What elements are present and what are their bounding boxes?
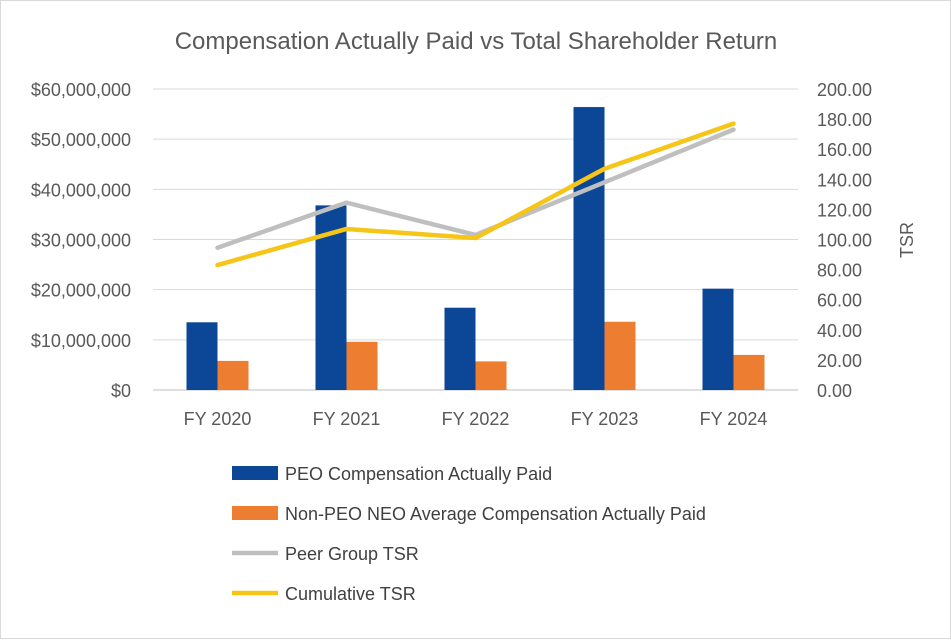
left-tick-label: $20,000,000 (31, 281, 131, 301)
right-tick-label: 80.00 (817, 261, 862, 281)
right-tick-label: 100.00 (817, 231, 872, 251)
left-tick-label: $40,000,000 (31, 180, 131, 200)
legend-label: Peer Group TSR (285, 544, 419, 564)
line-cumulative-tsr (215, 121, 736, 268)
bar-non-peo-neo-average-compensation-actually-paid (217, 360, 249, 390)
legend-swatch (232, 466, 278, 480)
x-tick-label: FY 2020 (184, 409, 252, 429)
legend: PEO Compensation Actually Paid Non-PEO NE… (232, 464, 706, 604)
left-tick-label: $60,000,000 (31, 80, 131, 100)
legend-swatch (232, 506, 278, 520)
right-tick-label: 60.00 (817, 291, 862, 311)
bar-non-peo-neo-average-compensation-actually-paid (604, 321, 636, 390)
right-tick-label: 160.00 (817, 140, 872, 160)
legend-label: Cumulative TSR (285, 584, 416, 604)
bar-peo-compensation-actually-paid (573, 107, 605, 390)
bar-peo-compensation-actually-paid (444, 307, 476, 390)
chart-title: Compensation Actually Paid vs Total Shar… (175, 28, 778, 55)
legend-label: PEO Compensation Actually Paid (285, 464, 552, 484)
line-peer-group-tsr (215, 127, 736, 251)
left-tick-label: $10,000,000 (31, 331, 131, 351)
bar-peo-compensation-actually-paid (702, 288, 734, 390)
left-axis: $0 $10,000,000 $20,000,000 $30,000,000 $40,0… (31, 80, 131, 401)
right-tick-label: 40.00 (817, 321, 862, 341)
x-tick-label: FY 2021 (313, 409, 381, 429)
right-tick-label: 0.00 (817, 381, 852, 401)
x-tick-label: FY 2022 (442, 409, 510, 429)
right-axis: 0.00 20.00 40.00 60.00 80.00 100.00 120.00 140.… (817, 80, 872, 401)
right-tick-label: 140.00 (817, 170, 872, 190)
right-tick-label: 180.00 (817, 110, 872, 130)
left-tick-label: $0 (111, 381, 131, 401)
bar-non-peo-neo-average-compensation-actually-paid (475, 361, 507, 390)
lines (215, 121, 736, 268)
bar-non-peo-neo-average-compensation-actually-paid (346, 341, 378, 390)
x-tick-label: FY 2024 (700, 409, 768, 429)
left-tick-label: $50,000,000 (31, 130, 131, 150)
x-tick-label: FY 2023 (571, 409, 639, 429)
right-tick-label: 20.00 (817, 351, 862, 371)
gridlines (153, 88, 798, 391)
bar-non-peo-neo-average-compensation-actually-paid (733, 354, 765, 390)
right-axis-title: TSR (897, 222, 917, 258)
bar-peo-compensation-actually-paid (186, 322, 218, 390)
left-tick-label: $30,000,000 (31, 231, 131, 251)
x-axis: FY 2020 FY 2021 FY 2022 FY 2023 FY 2024 (184, 409, 768, 429)
right-tick-label: 120.00 (817, 200, 872, 220)
legend-label: Non-PEO NEO Average Compensation Actuall… (285, 504, 706, 524)
right-tick-label: 200.00 (817, 80, 872, 100)
